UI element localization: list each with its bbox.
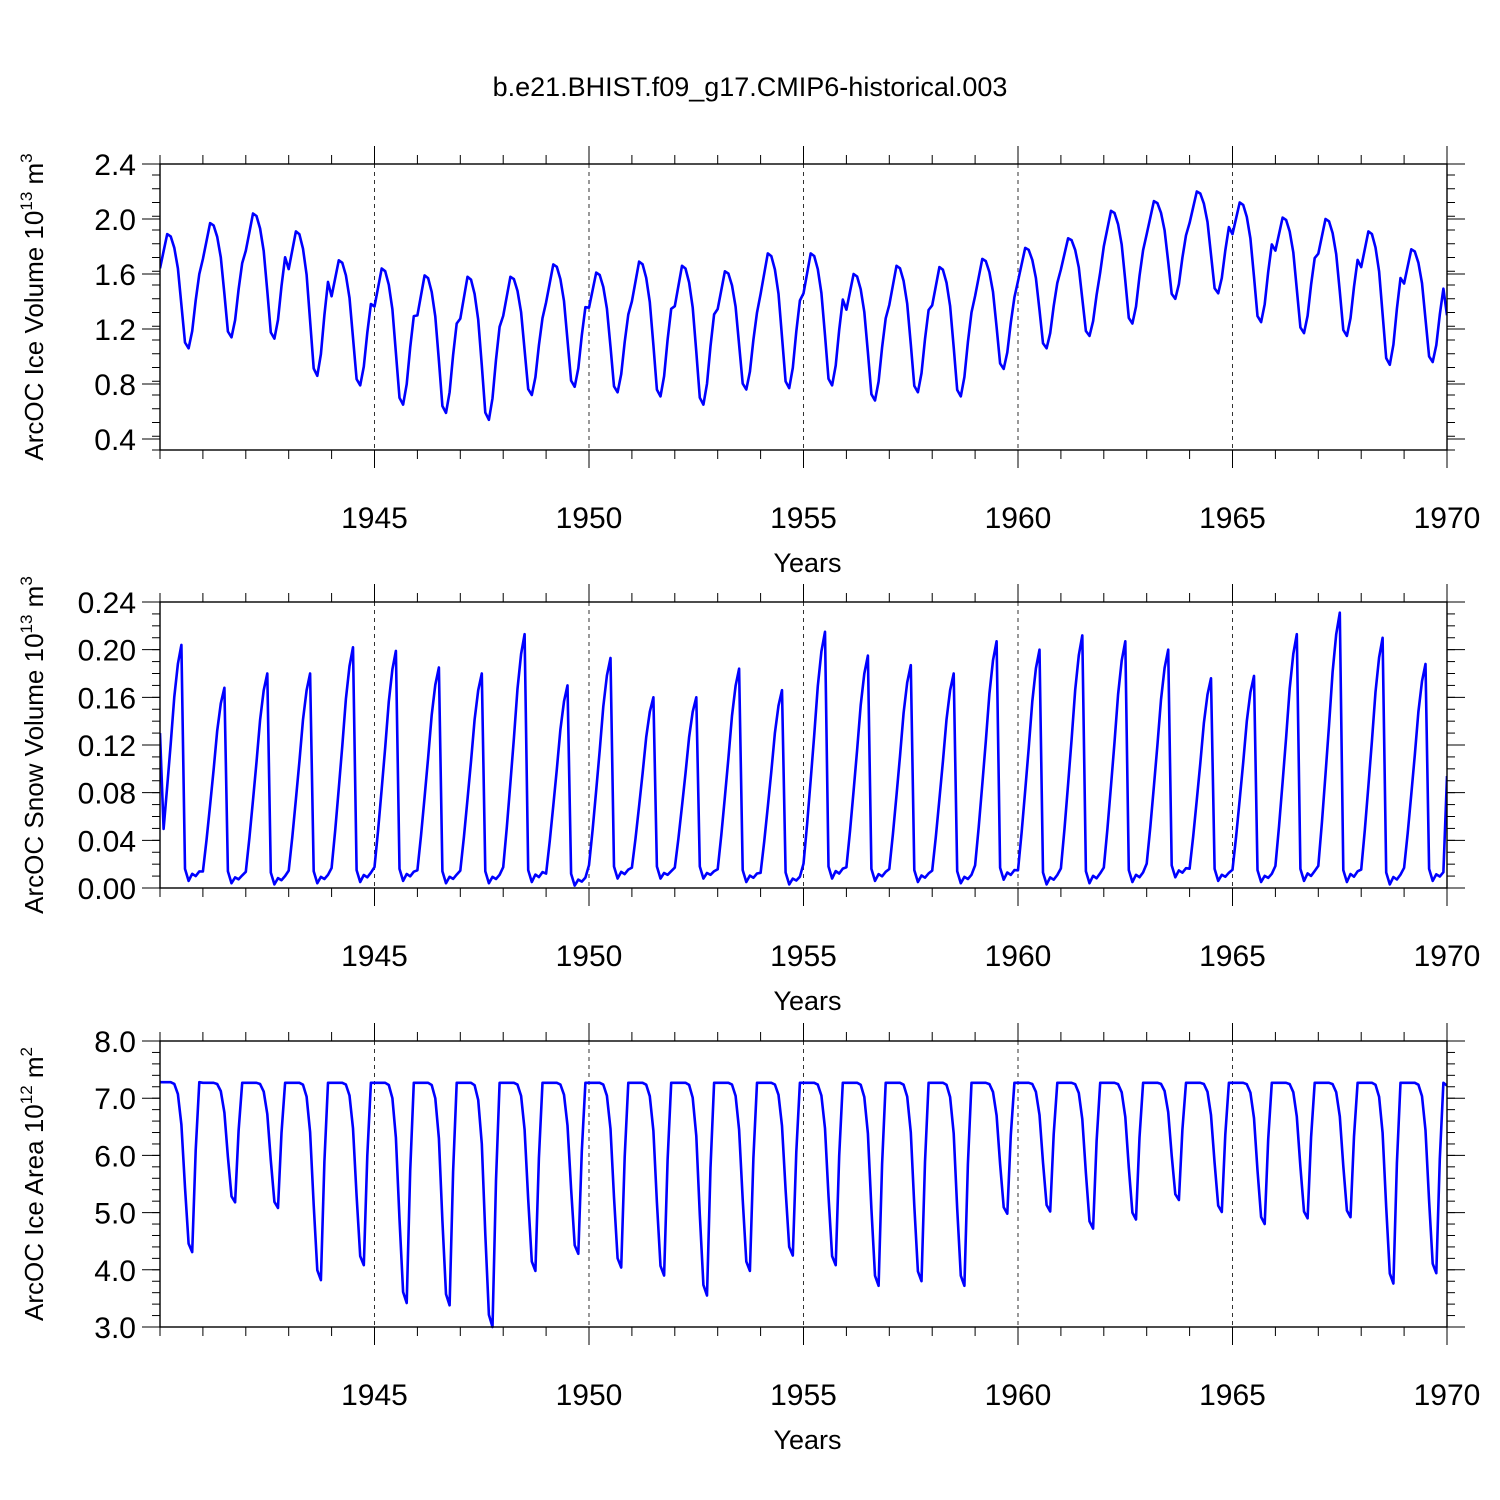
y-tick-label: 1.6 <box>94 259 136 292</box>
y-tick-label: 0.04 <box>78 825 136 858</box>
x-tick-label: 1950 <box>556 1379 623 1412</box>
y-tick-label: 0.8 <box>94 369 136 402</box>
y-tick-label: 1.2 <box>94 314 136 347</box>
x-tick-label: 1950 <box>556 502 623 535</box>
panel-2: 0.00 0.04 0.08 0.12 0.16 0.20 0.24 1945 1950 1955… <box>17 576 1480 1016</box>
y-tick-label: 7.0 <box>94 1083 136 1116</box>
x-tick-label: 1970 <box>1414 1379 1481 1412</box>
x-tick-label: 1955 <box>770 940 837 973</box>
y-tick-label: 4.0 <box>94 1255 136 1288</box>
y-tick-label: 0.20 <box>78 635 136 668</box>
plot-frame <box>159 601 1448 889</box>
y-tick-label: 6.0 <box>94 1140 136 1173</box>
plot-frame <box>159 163 1448 451</box>
x-tick-label: 1970 <box>1414 940 1481 973</box>
x-tick-label: 1965 <box>1199 1379 1266 1412</box>
x-tick-label: 1960 <box>985 1379 1052 1412</box>
x-tick-label: 1955 <box>770 1379 837 1412</box>
x-tick-label: 1945 <box>341 940 408 973</box>
x-tick-label: 1950 <box>556 940 623 973</box>
y-tick-label: 5.0 <box>94 1198 136 1231</box>
y-axis-label: ArcOC Snow Volume 1013 m3 <box>17 576 49 914</box>
data-series-line <box>160 1080 1447 1329</box>
x-tick-label: 1960 <box>985 502 1052 535</box>
data-series-line <box>160 190 1447 422</box>
panel-1: 0.4 0.8 1.2 1.6 2.0 2.4 1945 1950 1955 1960 1965 19… <box>17 146 1480 578</box>
plot-frame <box>159 1040 1448 1328</box>
x-tick-label: 1965 <box>1199 940 1266 973</box>
figure-title: b.e21.BHIST.f09_g17.CMIP6-historical.003 <box>493 72 1008 102</box>
x-tick-label: 1965 <box>1199 502 1266 535</box>
y-tick-label: 8.0 <box>94 1026 136 1059</box>
x-tick-label: 1955 <box>770 502 837 535</box>
y-tick-label: 0.08 <box>78 778 136 811</box>
panel-3: 3.0 4.0 5.0 6.0 7.0 8.0 1945 1950 1955 1960 1965 19… <box>17 1023 1480 1455</box>
y-axis-label: ArcOC Ice Volume 1013 m3 <box>17 153 49 460</box>
y-axis-label: ArcOC Ice Area 1012 m2 <box>17 1047 49 1321</box>
x-axis-label: Years <box>773 548 841 578</box>
x-tick-label: 1945 <box>341 502 408 535</box>
y-tick-label: 0.24 <box>78 587 136 620</box>
x-tick-label: 1970 <box>1414 502 1481 535</box>
x-axis-label: Years <box>773 1425 841 1455</box>
y-tick-label: 0.16 <box>78 682 136 715</box>
x-axis-label: Years <box>773 986 841 1016</box>
y-tick-label: 2.0 <box>94 204 136 237</box>
y-tick-label: 3.0 <box>94 1312 136 1345</box>
y-tick-label: 0.4 <box>94 424 136 457</box>
x-tick-label: 1960 <box>985 940 1052 973</box>
y-tick-label: 0.00 <box>78 873 136 906</box>
x-tick-label: 1945 <box>341 1379 408 1412</box>
y-tick-label: 2.4 <box>94 149 136 182</box>
y-tick-label: 0.12 <box>78 730 136 763</box>
data-series-line <box>160 611 1447 887</box>
